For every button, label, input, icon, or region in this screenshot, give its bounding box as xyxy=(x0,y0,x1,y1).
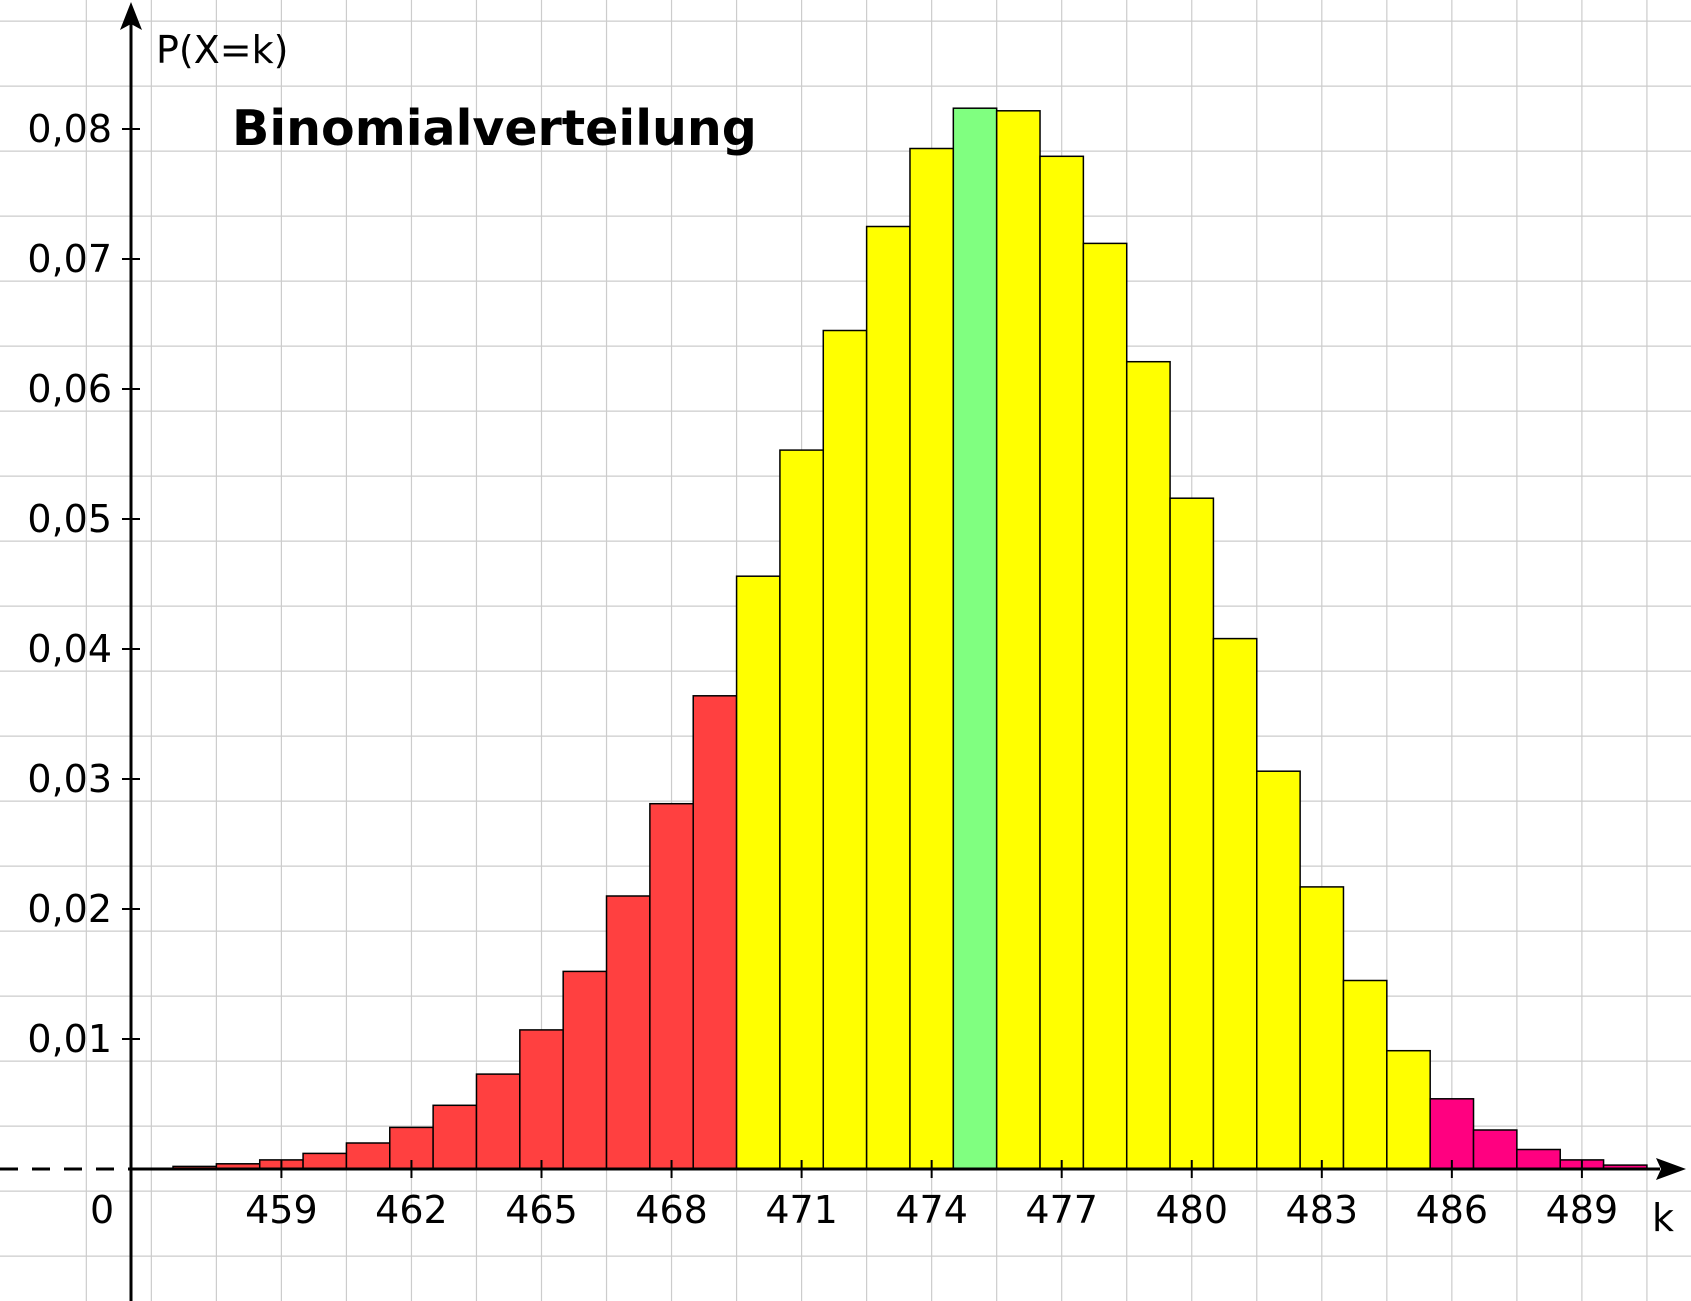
bar-k-468 xyxy=(649,802,694,1170)
x-tick-label: 477 xyxy=(1025,1188,1098,1232)
ticks: 459 462 465 468 471 474 477 480 483 486 489 0,01 0,0… xyxy=(27,107,1618,1232)
bar-k-470 xyxy=(735,575,781,1170)
y-tick-label: 0,04 xyxy=(27,627,112,671)
bar-k-475 xyxy=(952,107,998,1170)
labels: Binomialverteilung P(X=k) k 0 xyxy=(90,28,1674,1240)
x-tick-label: 471 xyxy=(765,1188,838,1232)
bar-k-484 xyxy=(1342,979,1388,1170)
x-tick-label: 474 xyxy=(895,1188,968,1232)
bar-k-476 xyxy=(995,110,1041,1170)
y-tick-label: 0,05 xyxy=(27,497,112,541)
origin-label: 0 xyxy=(90,1188,114,1232)
bar-k-473 xyxy=(865,225,911,1170)
bars xyxy=(172,107,1648,1170)
y-tick-label: 0,07 xyxy=(27,237,112,281)
x-tick-label: 489 xyxy=(1546,1188,1619,1232)
bar-k-480 xyxy=(1169,497,1215,1170)
x-tick-label: 462 xyxy=(375,1188,448,1232)
y-tick-label: 0,06 xyxy=(27,367,112,411)
bar-k-478 xyxy=(1082,242,1128,1170)
x-tick-label: 486 xyxy=(1416,1188,1489,1232)
y-tick-label: 0,08 xyxy=(27,107,112,151)
y-tick-label: 0,02 xyxy=(27,887,112,931)
y-tick-label: 0,01 xyxy=(27,1017,112,1061)
bar-k-481 xyxy=(1212,637,1258,1170)
x-tick-label: 468 xyxy=(635,1188,708,1232)
bar-k-460 xyxy=(302,1152,348,1170)
bar-k-482 xyxy=(1256,770,1301,1170)
bar-k-488 xyxy=(1516,1148,1561,1170)
x-axis-arrow xyxy=(1656,1158,1686,1180)
bar-k-486 xyxy=(1429,1098,1475,1170)
bar-k-485 xyxy=(1386,1049,1431,1170)
x-axis-label: k xyxy=(1652,1196,1674,1240)
bar-k-479 xyxy=(1125,360,1171,1170)
x-tick-label: 459 xyxy=(245,1188,318,1232)
bar-k-467 xyxy=(605,895,651,1170)
y-axis-label: P(X=k) xyxy=(156,28,288,72)
y-axis-arrow xyxy=(120,2,142,30)
bar-k-461 xyxy=(345,1142,391,1170)
bar-k-465 xyxy=(519,1029,564,1170)
bar-k-487 xyxy=(1472,1129,1518,1170)
bar-k-483 xyxy=(1299,886,1345,1170)
x-tick-label: 480 xyxy=(1155,1188,1228,1232)
x-tick-label: 465 xyxy=(505,1188,578,1232)
x-tick-label: 483 xyxy=(1286,1188,1359,1232)
bar-k-463 xyxy=(432,1104,478,1170)
bar-k-464 xyxy=(475,1073,521,1170)
bar-k-472 xyxy=(822,329,868,1170)
bar-k-477 xyxy=(1039,155,1085,1170)
bar-k-466 xyxy=(562,970,608,1170)
bar-k-469 xyxy=(692,695,738,1170)
bar-k-471 xyxy=(779,449,825,1170)
bar-k-474 xyxy=(909,147,955,1170)
chart-title: Binomialverteilung xyxy=(232,100,757,157)
y-tick-label: 0,03 xyxy=(27,757,112,801)
